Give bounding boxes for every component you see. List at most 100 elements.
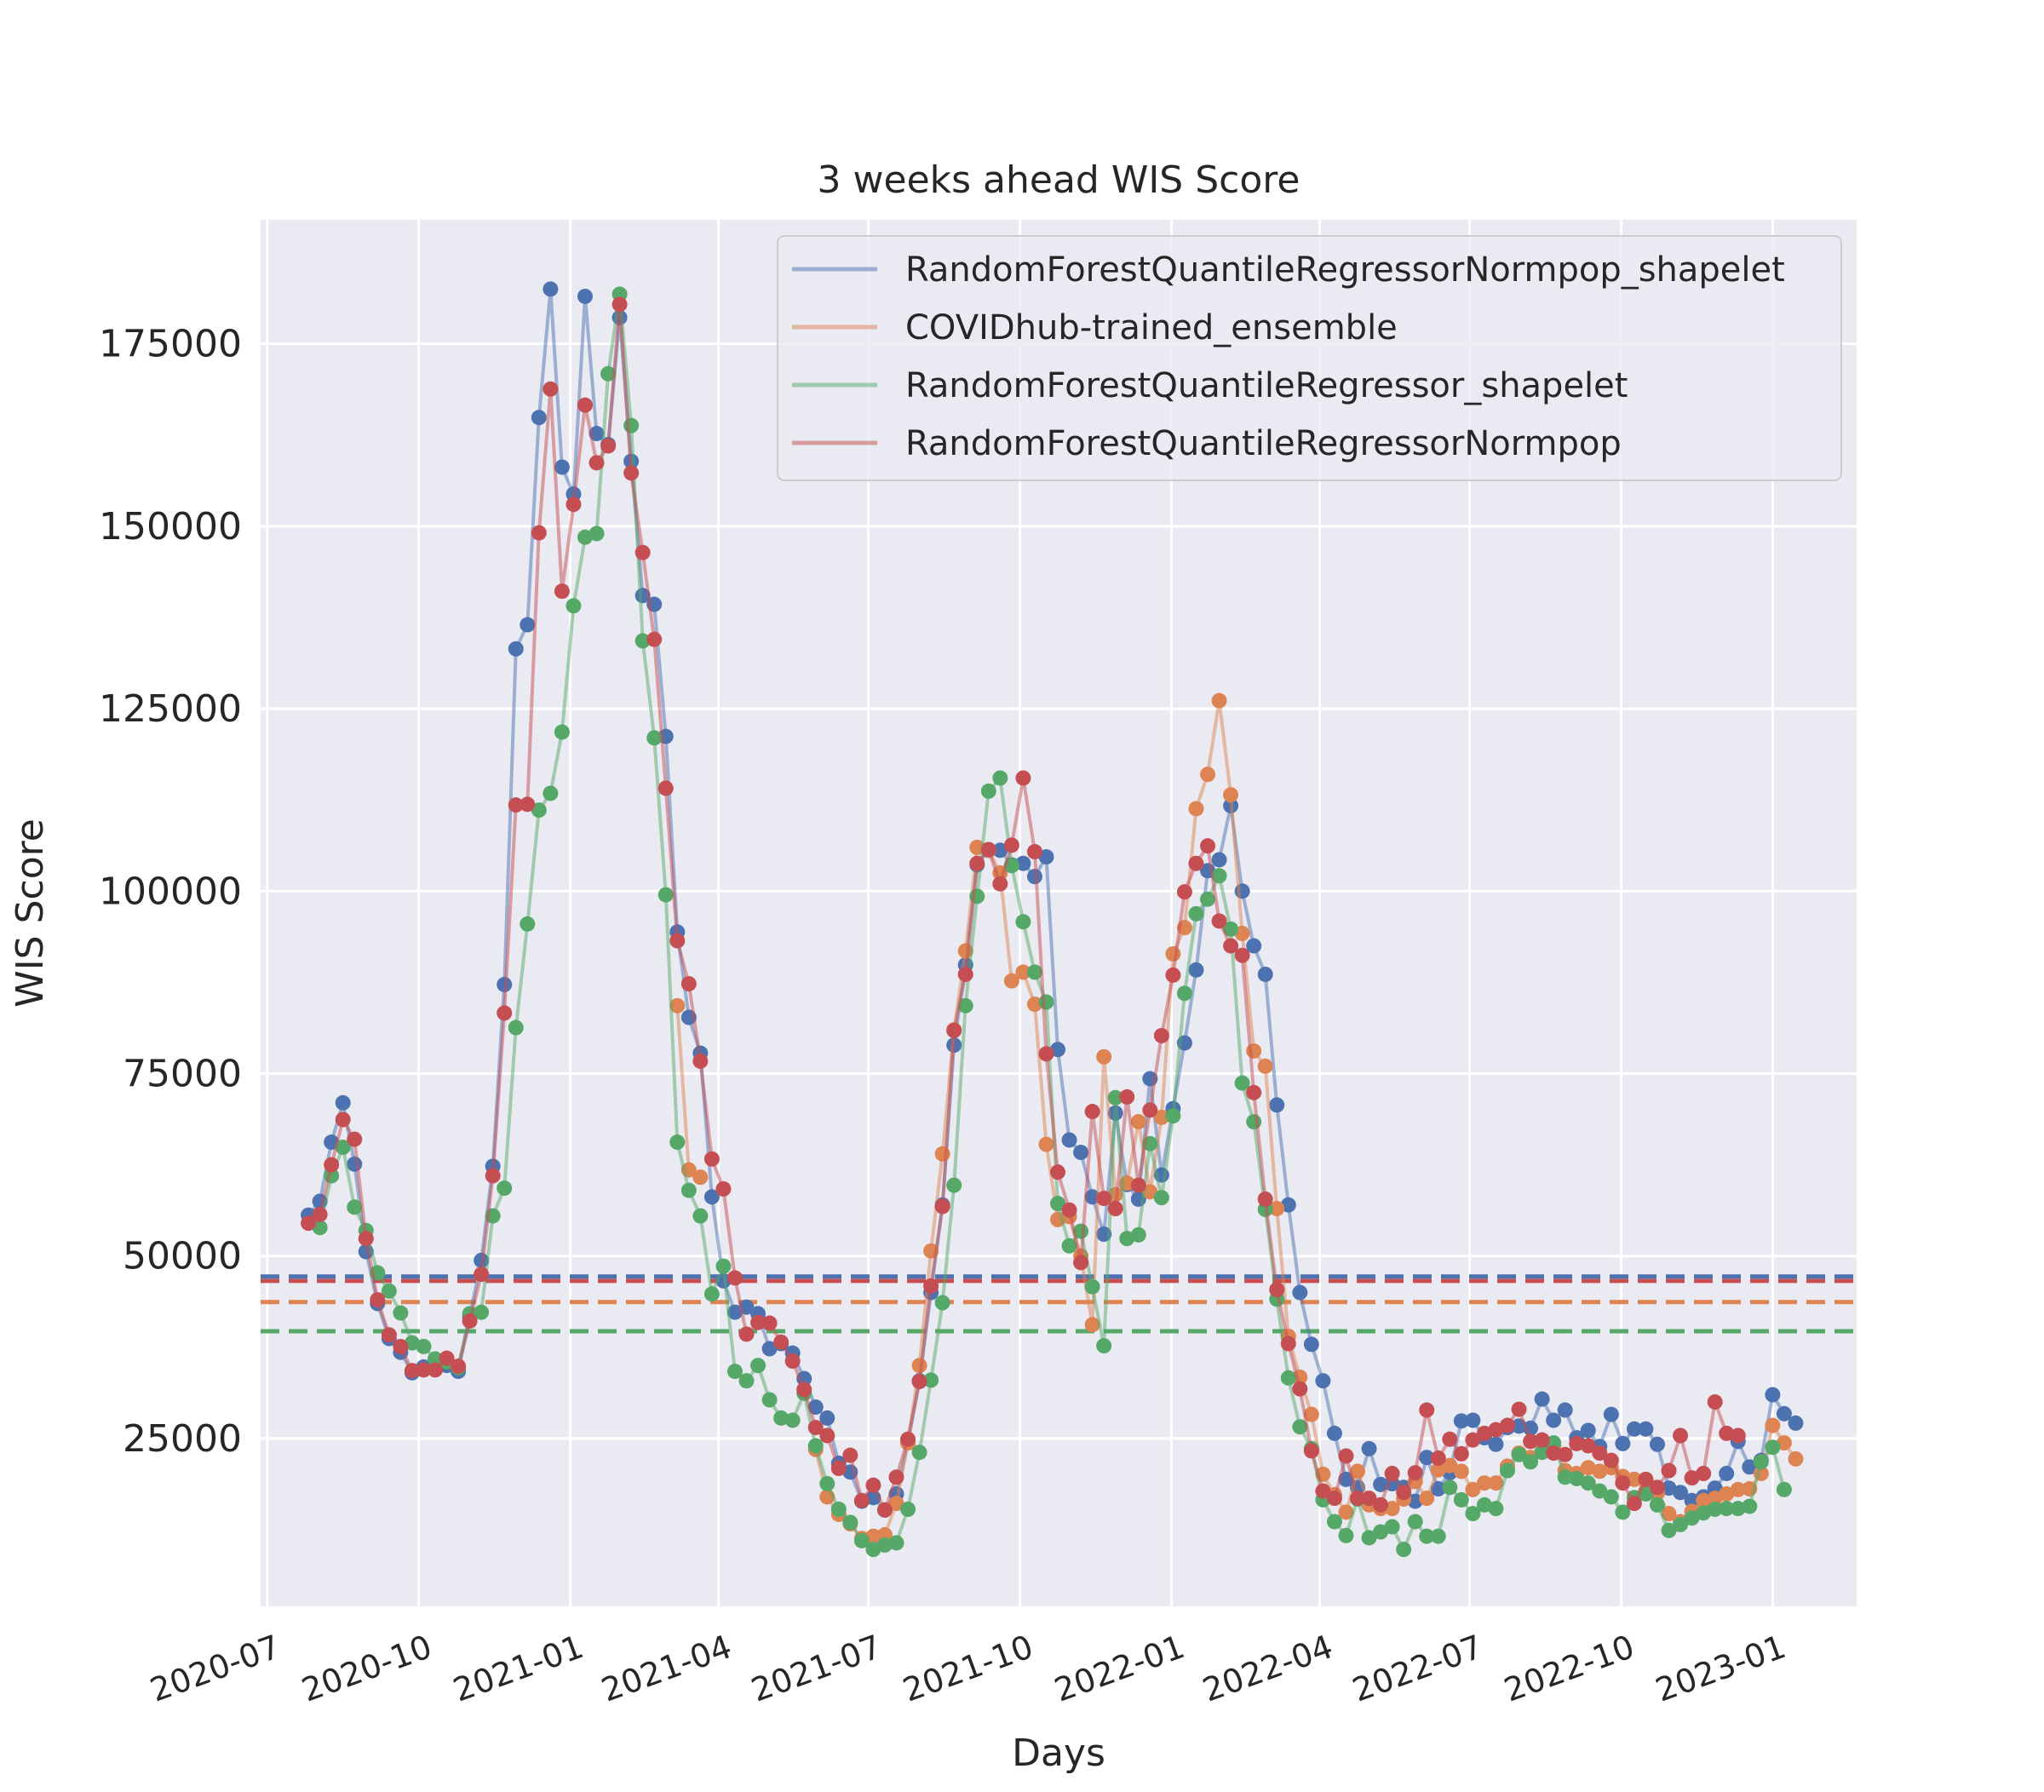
data-point: [1730, 1481, 1746, 1497]
data-point: [1280, 1335, 1296, 1352]
data-point: [1188, 962, 1204, 978]
data-point: [404, 1363, 420, 1379]
data-point: [324, 1157, 340, 1173]
data-point: [1465, 1432, 1481, 1448]
data-point: [1719, 1501, 1735, 1517]
data-point: [1453, 1463, 1469, 1479]
data-point: [957, 966, 973, 982]
data-point: [1649, 1496, 1665, 1513]
data-point: [1234, 1075, 1250, 1091]
data-point: [992, 876, 1008, 892]
data-point: [773, 1334, 789, 1350]
data-point: [1615, 1435, 1631, 1451]
data-point: [1107, 1201, 1123, 1217]
data-point: [819, 1476, 835, 1492]
data-point: [347, 1156, 363, 1172]
data-point: [819, 1410, 835, 1426]
data-point: [451, 1358, 467, 1375]
y-tick-label: 125000: [99, 687, 242, 731]
data-point: [1753, 1454, 1769, 1470]
data-point: [1765, 1387, 1781, 1403]
data-point: [842, 1514, 858, 1531]
mean-lines: [261, 1274, 1857, 1334]
data-point: [1592, 1445, 1608, 1462]
data-point: [1396, 1542, 1412, 1558]
x-axis-label: Days: [1012, 1732, 1105, 1775]
data-point: [1269, 1282, 1285, 1298]
data-point: [1257, 1191, 1273, 1207]
data-point: [1500, 1417, 1516, 1433]
data-point: [1050, 1164, 1066, 1180]
data-point: [1373, 1496, 1389, 1513]
data-point: [1303, 1406, 1319, 1422]
data-point: [1488, 1422, 1504, 1438]
data-point: [1176, 884, 1192, 900]
data-point: [680, 976, 697, 992]
data-point: [1096, 1191, 1112, 1207]
data-point: [1361, 1440, 1377, 1456]
data-point: [784, 1412, 801, 1428]
data-point: [911, 1374, 927, 1390]
data-point: [1557, 1402, 1573, 1418]
data-point: [934, 1198, 950, 1215]
data-point: [992, 842, 1008, 859]
y-tick-label: 150000: [99, 505, 242, 549]
data-point: [946, 1022, 962, 1038]
data-point: [923, 1278, 939, 1294]
data-point: [1776, 1435, 1792, 1451]
data-point: [750, 1358, 766, 1374]
x-tick-label: 2022-07: [1347, 1628, 1487, 1709]
data-point: [750, 1314, 766, 1330]
data-point: [1661, 1480, 1677, 1496]
data-point: [381, 1283, 397, 1299]
data-point: [611, 296, 628, 313]
data-point: [1719, 1466, 1735, 1482]
data-point: [1453, 1413, 1469, 1429]
data-point: [807, 1420, 824, 1436]
data-point: [416, 1362, 432, 1378]
data-point: [1569, 1471, 1585, 1487]
data-point: [1523, 1454, 1539, 1470]
data-point: [1200, 767, 1216, 783]
data-point: [1534, 1391, 1550, 1407]
data-point: [784, 1353, 801, 1370]
data-point: [1430, 1450, 1446, 1467]
data-point: [1788, 1415, 1804, 1431]
data-point: [1038, 1136, 1054, 1152]
data-point: [807, 1438, 824, 1454]
data-point: [1130, 1226, 1146, 1243]
x-tick-label: 2021-10: [898, 1628, 1037, 1709]
data-point: [992, 770, 1008, 786]
data-point: [1626, 1471, 1642, 1487]
data-point: [497, 1180, 513, 1197]
data-point: [1292, 1419, 1308, 1435]
data-point: [381, 1327, 397, 1343]
data-point: [796, 1381, 812, 1398]
data-point: [1015, 914, 1031, 930]
data-point: [1326, 1490, 1342, 1507]
data-point: [1061, 1202, 1077, 1218]
data-point: [1603, 1489, 1619, 1505]
data-point: [1061, 1132, 1077, 1148]
data-point: [738, 1373, 755, 1389]
data-point: [1684, 1510, 1700, 1526]
x-tick-label: 2022-01: [1049, 1628, 1189, 1709]
data-point: [335, 1094, 351, 1111]
data-point: [969, 855, 985, 871]
data-point: [865, 1528, 881, 1544]
data-point: [1453, 1445, 1469, 1462]
data-point: [623, 417, 640, 434]
data-point: [865, 1477, 881, 1493]
data-point: [703, 1151, 720, 1167]
data-point: [911, 1445, 927, 1461]
data-point: [1373, 1524, 1389, 1540]
data-point: [1661, 1462, 1677, 1479]
data-point: [1719, 1486, 1735, 1502]
data-point: [1707, 1502, 1723, 1518]
legend-label: RandomForestQuantileRegressorNormpop: [905, 424, 1622, 463]
data-point: [543, 381, 559, 397]
data-point: [1361, 1530, 1377, 1546]
data-point: [1153, 1109, 1169, 1125]
data-point: [347, 1131, 363, 1147]
data-point: [1015, 770, 1031, 786]
